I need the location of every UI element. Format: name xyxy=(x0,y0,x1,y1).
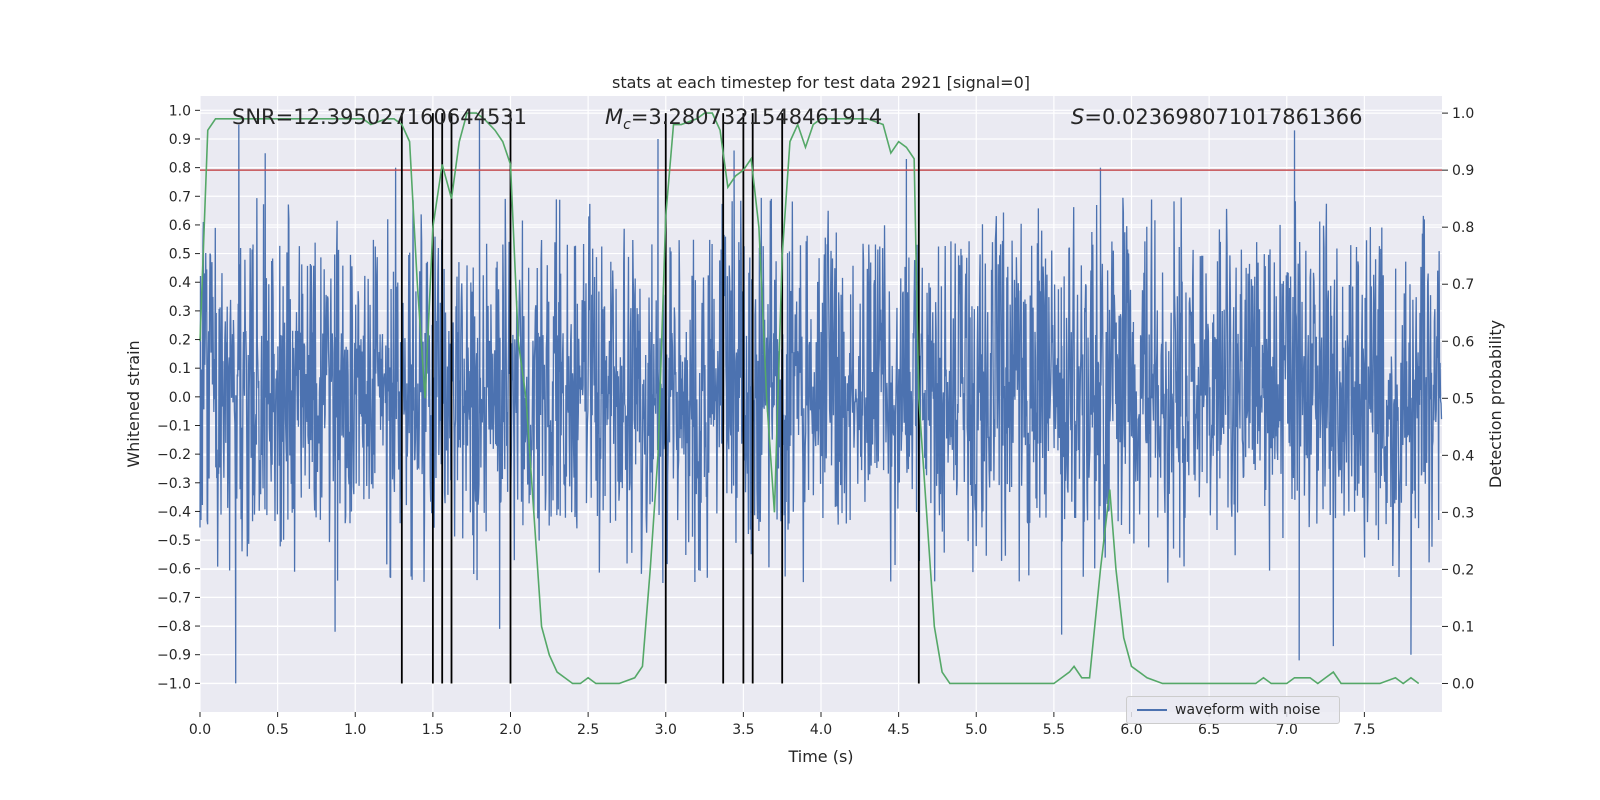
x-tick-label-14: 7.0 xyxy=(1276,722,1298,738)
y-right-tick-label-3: 0.7 xyxy=(1452,277,1474,293)
y-left-tick-label-1: 0.9 xyxy=(169,132,191,148)
detection-probability-line xyxy=(199,112,1420,685)
y-left-tick-label-10: 0.0 xyxy=(169,390,191,406)
y-left-tick-label-15: −0.5 xyxy=(157,533,191,549)
y-left-tick-label-12: −0.2 xyxy=(157,447,191,463)
y-left-tick-label-18: −0.8 xyxy=(157,619,191,635)
waveform-series xyxy=(199,118,1443,684)
y-left-axis-ticks: 1.0 0.9 0.8 0.7 0.6 0.5 0.4 0.3 0.2 0.1 0.0 −0.1 −0.… xyxy=(157,103,200,692)
waveform-path xyxy=(199,118,1443,684)
x-tick-label-2: 1.0 xyxy=(344,722,366,738)
y-left-tick-label-4: 0.6 xyxy=(169,218,191,234)
legend: waveform with noise xyxy=(1126,696,1340,724)
x-tick-label-6: 3.0 xyxy=(655,722,677,738)
y-right-tick-label-4: 0.6 xyxy=(1452,334,1474,350)
y-right-tick-label-10: 0.0 xyxy=(1452,676,1474,692)
s-value: =0.023698071017861366 xyxy=(1084,105,1362,129)
y-right-axis-label: Detection probability xyxy=(1486,320,1505,488)
y-right-tick-label-9: 0.1 xyxy=(1452,619,1474,635)
y-right-tick-label-7: 0.3 xyxy=(1452,505,1474,521)
x-tick-label-4: 2.0 xyxy=(499,722,521,738)
x-tick-label-15: 7.5 xyxy=(1353,722,1375,738)
x-tick-label-7: 3.5 xyxy=(732,722,754,738)
y-left-tick-label-20: −1.0 xyxy=(157,676,191,692)
y-right-tick-label-5: 0.5 xyxy=(1452,391,1474,407)
s-symbol: S xyxy=(1071,105,1084,129)
mc-value: =3.2807321548461914 xyxy=(631,105,882,129)
y-left-tick-label-5: 0.5 xyxy=(169,247,191,263)
mc-subscript: c xyxy=(623,117,631,133)
legend-swatch-waveform xyxy=(1137,709,1167,711)
y-right-tick-label-1: 0.9 xyxy=(1452,163,1474,179)
chirp-mass-annotation: Mc=3.2807321548461914 xyxy=(605,105,882,133)
x-tick-label-3: 1.5 xyxy=(422,722,444,738)
vertical-markers xyxy=(400,113,920,684)
y-right-tick-label-6: 0.4 xyxy=(1452,448,1474,464)
y-left-tick-label-8: 0.2 xyxy=(169,333,191,349)
y-left-axis-label: Whitened strain xyxy=(124,340,143,467)
y-left-tick-label-7: 0.3 xyxy=(169,304,191,320)
y-left-tick-label-11: −0.1 xyxy=(157,418,191,434)
x-tick-label-10: 5.0 xyxy=(965,722,987,738)
x-tick-label-13: 6.5 xyxy=(1198,722,1220,738)
y-left-tick-label-16: −0.6 xyxy=(157,562,191,578)
legend-label-waveform: waveform with noise xyxy=(1175,702,1321,718)
x-axis-ticks: 0.0 0.5 1.0 1.5 2.0 2.5 3.0 3.5 4.0 4.5 5.0 5.5 6.0 6… xyxy=(189,712,1376,738)
y-left-tick-label-19: −0.9 xyxy=(157,648,191,664)
y-left-tick-label-6: 0.4 xyxy=(169,275,191,291)
y-left-tick-label-13: −0.3 xyxy=(157,476,191,492)
y-left-tick-label-2: 0.8 xyxy=(169,161,191,177)
x-axis-label: Time (s) xyxy=(787,747,853,766)
snr-annotation: SNR=12.395027160644531 xyxy=(232,105,527,129)
x-tick-label-11: 5.5 xyxy=(1043,722,1065,738)
y-right-tick-label-2: 0.8 xyxy=(1452,220,1474,236)
x-tick-label-0: 0.0 xyxy=(189,722,211,738)
y-right-axis-ticks: 1.0 0.9 0.8 0.7 0.6 0.5 0.4 0.3 0.2 0.1 0.0 xyxy=(1442,106,1474,692)
x-tick-label-12: 6.0 xyxy=(1120,722,1142,738)
y-left-tick-label-0: 1.0 xyxy=(169,103,191,119)
x-tick-label-1: 0.5 xyxy=(266,722,288,738)
x-tick-label-9: 4.5 xyxy=(887,722,909,738)
y-right-tick-label-0: 1.0 xyxy=(1452,106,1474,122)
y-left-tick-label-17: −0.7 xyxy=(157,590,191,606)
y-right-tick-label-8: 0.2 xyxy=(1452,562,1474,578)
x-tick-label-8: 4.0 xyxy=(810,722,832,738)
x-tick-label-5: 2.5 xyxy=(577,722,599,738)
y-left-tick-label-3: 0.7 xyxy=(169,189,191,205)
y-left-tick-label-14: −0.4 xyxy=(157,504,191,520)
s-annotation: S=0.023698071017861366 xyxy=(1071,105,1362,129)
y-left-tick-label-9: 0.1 xyxy=(169,361,191,377)
chart-title: stats at each timestep for test data 292… xyxy=(612,73,1030,92)
mc-symbol: M xyxy=(605,105,623,129)
